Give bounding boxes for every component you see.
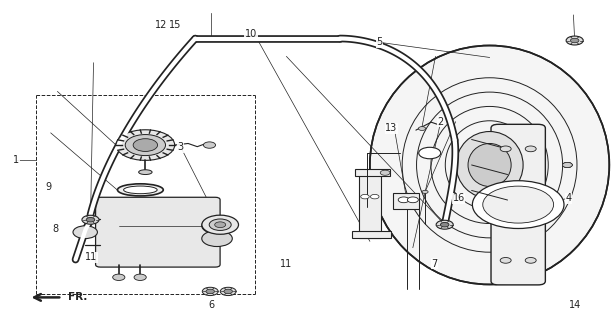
Circle shape	[472, 181, 564, 228]
Bar	[354, 169, 390, 176]
Circle shape	[360, 195, 369, 199]
FancyBboxPatch shape	[491, 124, 545, 285]
Text: 3: 3	[177, 142, 184, 152]
Text: 2: 2	[437, 117, 444, 127]
Text: 7: 7	[431, 259, 438, 268]
Circle shape	[500, 146, 511, 152]
Bar	[351, 231, 391, 238]
Circle shape	[380, 170, 390, 175]
Circle shape	[419, 147, 441, 159]
FancyBboxPatch shape	[95, 197, 220, 267]
Text: 11: 11	[280, 259, 293, 268]
Circle shape	[422, 190, 428, 194]
Circle shape	[202, 218, 233, 234]
Circle shape	[86, 218, 95, 222]
Circle shape	[224, 289, 233, 294]
Circle shape	[525, 258, 536, 263]
Circle shape	[73, 226, 97, 238]
Text: 4: 4	[565, 193, 572, 203]
Circle shape	[202, 231, 233, 246]
Circle shape	[398, 197, 409, 203]
Circle shape	[203, 142, 215, 148]
Circle shape	[562, 163, 572, 168]
Bar	[394, 194, 419, 209]
Circle shape	[408, 197, 419, 203]
Text: 12: 12	[154, 20, 167, 29]
Circle shape	[570, 38, 579, 43]
Text: FR.: FR.	[69, 292, 88, 302]
Ellipse shape	[370, 45, 610, 284]
Ellipse shape	[456, 132, 523, 198]
Circle shape	[215, 222, 226, 228]
Circle shape	[500, 258, 511, 263]
Text: 16: 16	[452, 193, 465, 203]
Circle shape	[116, 130, 174, 160]
Ellipse shape	[124, 186, 157, 194]
Circle shape	[206, 289, 214, 294]
Circle shape	[82, 215, 99, 224]
Circle shape	[209, 219, 231, 230]
Circle shape	[125, 134, 165, 156]
Circle shape	[525, 146, 536, 152]
Ellipse shape	[118, 184, 163, 196]
Circle shape	[203, 287, 218, 296]
Text: 11: 11	[85, 252, 97, 262]
Circle shape	[134, 274, 146, 280]
Circle shape	[220, 287, 236, 296]
Circle shape	[419, 127, 426, 131]
Circle shape	[566, 36, 583, 45]
Circle shape	[370, 195, 379, 199]
Text: 14: 14	[569, 300, 581, 310]
Circle shape	[562, 163, 572, 168]
Text: 13: 13	[386, 123, 398, 133]
Ellipse shape	[139, 170, 152, 174]
Circle shape	[562, 163, 572, 168]
Text: 9: 9	[45, 182, 51, 192]
Circle shape	[436, 220, 453, 229]
Circle shape	[483, 186, 554, 223]
Text: 5: 5	[376, 37, 382, 47]
Circle shape	[441, 222, 449, 227]
Circle shape	[113, 274, 125, 280]
Text: 10: 10	[245, 29, 257, 39]
Text: 1: 1	[13, 155, 19, 165]
Circle shape	[202, 215, 239, 234]
Bar	[359, 174, 381, 238]
Text: 8: 8	[53, 223, 59, 234]
Circle shape	[133, 139, 157, 151]
Ellipse shape	[468, 143, 511, 187]
Text: 6: 6	[208, 300, 214, 310]
Text: 15: 15	[168, 20, 181, 29]
